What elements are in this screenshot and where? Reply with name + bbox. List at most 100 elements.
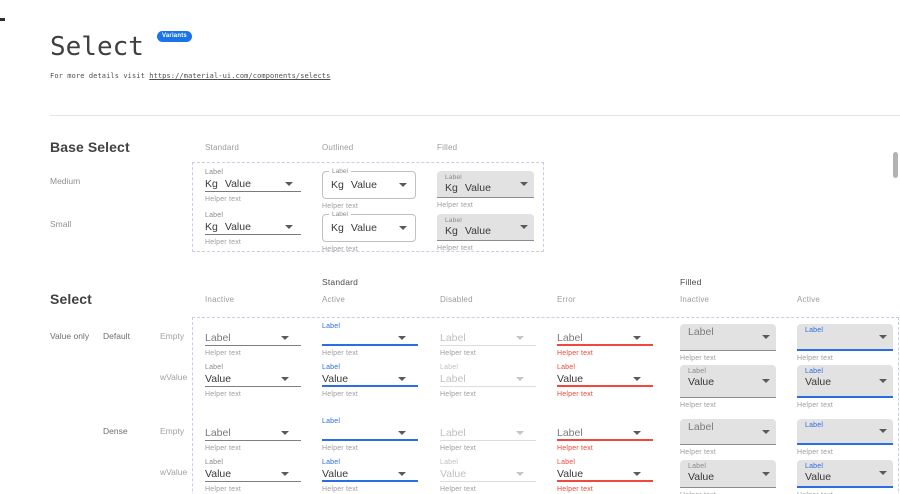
column-header: Active — [797, 295, 820, 304]
select-control[interactable]: Label — [797, 419, 893, 445]
column-group-header: Filled — [680, 277, 702, 287]
helper-text: Helper text — [437, 245, 534, 252]
select-control[interactable]: Label — [440, 426, 536, 441]
column-header: Inactive — [205, 295, 234, 304]
column-header: Inactive — [680, 295, 709, 304]
column-group-header: Standard — [322, 277, 358, 287]
helper-text: Helper text — [557, 486, 653, 493]
value-prefix: Kg — [205, 178, 218, 190]
input-label: Label — [557, 363, 653, 372]
select-cell: LabelHelper text — [797, 417, 893, 456]
input-label: Label — [322, 322, 418, 331]
select-control[interactable]: Label — [205, 331, 301, 346]
select-control[interactable]: Value — [205, 372, 301, 387]
input-label: Label — [805, 326, 869, 335]
select-control[interactable]: Value — [322, 467, 418, 482]
select-value: Value — [688, 471, 752, 485]
select-control[interactable]: Label — [680, 419, 776, 445]
select-control[interactable]: Label — [797, 324, 893, 351]
helper-text: Helper text — [205, 239, 301, 246]
select-control[interactable] — [322, 331, 418, 346]
variants-badge: Variants — [157, 31, 192, 42]
input-label: Label — [445, 173, 510, 182]
select-control[interactable]: Label — [205, 426, 301, 441]
select-cell: LabelHelper text — [440, 417, 536, 452]
select-control[interactable]: LabelValue — [680, 460, 776, 488]
dropdown-caret-icon — [879, 379, 887, 383]
input-label — [440, 417, 536, 426]
select-cell: LabelHelper text — [440, 322, 536, 357]
select-cell: LabelKgValueHelper text — [437, 171, 534, 209]
row-label: wValue — [160, 467, 187, 477]
input-label: Label — [440, 363, 536, 372]
select-control[interactable]: Value — [440, 467, 536, 482]
select-value: Label — [440, 332, 516, 344]
select-control[interactable]: LabelKgValue — [322, 171, 416, 199]
select-control[interactable]: LabelKgValue — [322, 214, 416, 242]
select-heading: Select — [50, 291, 92, 307]
select-value: Label — [205, 427, 281, 439]
select-control[interactable]: LabelValue — [797, 460, 893, 488]
docs-link[interactable]: https://material-ui.com/components/selec… — [149, 72, 330, 80]
dropdown-caret-icon — [762, 472, 770, 476]
scrollbar-thumb[interactable] — [893, 152, 898, 178]
select-control[interactable]: Kg Value — [205, 220, 301, 235]
dropdown-caret-icon — [398, 377, 406, 381]
dropdown-caret-icon — [281, 431, 289, 435]
input-label: Label — [805, 367, 869, 376]
select-cell: LabelValue Helper text — [680, 363, 776, 409]
select-control[interactable]: Label — [680, 324, 776, 351]
helper-text: Helper text — [680, 355, 776, 362]
input-label: Label — [805, 462, 869, 471]
select-cell: LabelKgValue Helper text — [437, 214, 534, 252]
value-prefix: Kg — [205, 221, 218, 233]
column-header: Outlined — [322, 143, 353, 152]
select-value: Value — [205, 373, 281, 385]
select-control[interactable]: Value — [322, 372, 418, 387]
input-label: Label — [205, 363, 301, 372]
input-label: Label — [445, 216, 510, 225]
select-value: Value — [557, 373, 633, 385]
dropdown-caret-icon — [399, 183, 407, 187]
row-group-label: Value only — [50, 331, 89, 341]
select-control[interactable]: Value — [205, 467, 301, 482]
helper-text: Helper text — [205, 391, 301, 398]
input-label: Label — [205, 168, 301, 177]
select-cell: LabelValueHelper text — [322, 363, 418, 398]
select-control[interactable]: LabelValue — [680, 365, 776, 398]
select-value: Value — [351, 179, 399, 191]
dropdown-caret-icon — [633, 377, 641, 381]
value-prefix: Kg — [445, 225, 458, 238]
base-select-heading: Base Select — [50, 139, 130, 155]
select-control[interactable]: Label — [440, 331, 536, 346]
select-control[interactable]: Label — [557, 426, 653, 441]
dropdown-caret-icon — [520, 182, 528, 186]
helper-text: Helper text — [322, 445, 418, 452]
select-control[interactable]: Value — [557, 372, 653, 387]
helper-text: Helper text — [557, 391, 653, 398]
corner-dash — [0, 18, 5, 21]
helper-text: Helper text — [322, 486, 418, 493]
select-control[interactable]: LabelValue — [797, 365, 893, 398]
select-control[interactable] — [322, 426, 418, 441]
helper-text: Helper text — [680, 402, 776, 409]
select-value: KgValue — [445, 225, 510, 238]
select-control[interactable]: KgValue — [205, 177, 301, 192]
dropdown-caret-icon — [762, 430, 770, 434]
select-control[interactable]: Label — [557, 331, 653, 346]
select-cell: LabelKgValueHelper text — [205, 211, 301, 246]
helper-text: Helper text — [557, 350, 653, 357]
dropdown-caret-icon — [879, 335, 887, 339]
helper-text: Helper text — [440, 391, 536, 398]
input-label — [440, 322, 536, 331]
select-control[interactable]: Value — [557, 467, 653, 482]
select-control[interactable]: Label — [440, 372, 536, 387]
select-control[interactable]: LabelKgValue — [437, 171, 534, 198]
select-value: Value — [225, 221, 285, 233]
select-value: Value — [322, 373, 398, 385]
dropdown-caret-icon — [399, 226, 407, 230]
row-label: Empty — [160, 331, 184, 341]
input-label: Label — [205, 458, 301, 467]
row-label: Medium — [50, 176, 80, 186]
select-control[interactable]: LabelKgValue — [437, 214, 534, 241]
